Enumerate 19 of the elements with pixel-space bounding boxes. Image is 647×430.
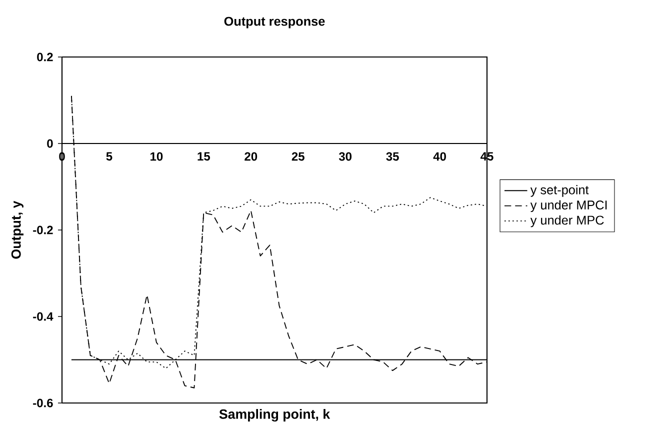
x-tick-label: 15 bbox=[198, 152, 210, 161]
y-tick-label: -0.6 bbox=[33, 398, 53, 408]
x-tick-label: 10 bbox=[150, 152, 163, 161]
y-tick-label: 0.2 bbox=[37, 52, 53, 62]
legend-label: y under MPC bbox=[530, 215, 604, 228]
x-axis-title: Sampling point, k bbox=[219, 409, 330, 422]
y-tick-label: -0.2 bbox=[33, 226, 53, 234]
x-tick-label: 20 bbox=[244, 152, 258, 161]
x-tick-label: 40 bbox=[433, 152, 446, 161]
x-tick-label: 25 bbox=[292, 152, 304, 161]
y-axis-title: Output, y bbox=[11, 200, 24, 259]
y-tick-label: 0 bbox=[47, 139, 53, 148]
chart-title: Output response bbox=[224, 16, 325, 28]
x-tick-label: 5 bbox=[106, 152, 112, 161]
legend-label: y under MPCI bbox=[530, 200, 607, 212]
x-tick-label: 35 bbox=[386, 152, 399, 161]
y-tick-label: -0.4 bbox=[33, 312, 54, 321]
x-tick-label: 30 bbox=[338, 152, 352, 161]
legend-label: y set-point bbox=[530, 185, 589, 197]
